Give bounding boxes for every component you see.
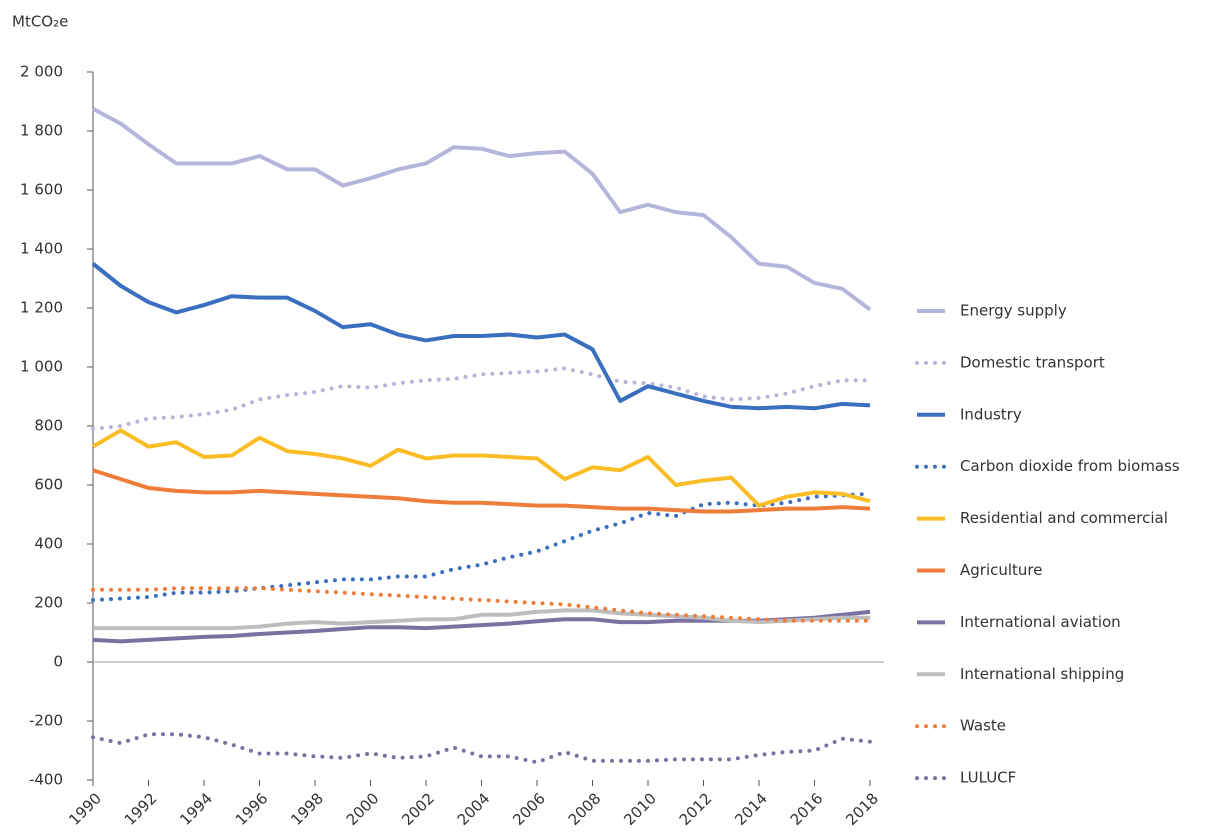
series-line <box>92 107 872 312</box>
series-line <box>93 608 870 631</box>
legend-label: International shipping <box>960 665 1124 683</box>
x-tick-label: 2000 <box>343 789 383 829</box>
series-line <box>91 732 872 765</box>
x-tick-label: 1998 <box>287 789 327 829</box>
y-tick-label: 2 000 <box>20 63 63 81</box>
legend-label: Industry <box>960 405 1022 423</box>
series-line <box>91 586 872 623</box>
legend-label: Waste <box>960 717 1006 735</box>
x-tick-label: 2012 <box>676 789 716 829</box>
series-line <box>91 428 871 508</box>
x-tick-label: 2008 <box>565 789 605 829</box>
y-tick-label: -400 <box>29 771 63 789</box>
legend-label: Residential and commercial <box>960 509 1168 527</box>
x-tick-label: 2016 <box>787 789 827 829</box>
x-tick-label: 1994 <box>176 789 216 829</box>
legend-label: Carbon dioxide from biomass <box>960 457 1180 475</box>
series-line <box>92 468 871 514</box>
y-tick-label: 800 <box>34 417 63 435</box>
x-tick-label: 1992 <box>121 789 161 829</box>
y-tick-label: 1 200 <box>20 299 63 317</box>
legend-label: Energy supply <box>960 302 1067 320</box>
y-tick-label: 1 600 <box>20 181 63 199</box>
x-tick-label: 1996 <box>232 789 272 829</box>
legend-label: International aviation <box>960 613 1121 631</box>
y-tick-label: 200 <box>34 594 63 612</box>
y-tick-label: 400 <box>34 535 63 553</box>
x-tick-label: 2006 <box>509 789 549 829</box>
y-axis-label: MtCO₂e <box>12 13 68 31</box>
y-tick-label: -200 <box>29 712 63 730</box>
series-line <box>91 262 871 411</box>
y-tick-label: 600 <box>34 476 63 494</box>
series-line <box>91 366 872 431</box>
x-tick-label: 1990 <box>65 789 105 829</box>
legend-label: Domestic transport <box>960 353 1105 371</box>
y-tick-label: 1 400 <box>20 240 63 258</box>
x-tick-label: 2004 <box>454 789 494 829</box>
x-tick-label: 2018 <box>842 789 882 829</box>
x-tick-label: 2010 <box>620 789 660 829</box>
legend-label: Agriculture <box>960 561 1043 579</box>
y-tick-label: 1 800 <box>20 122 63 140</box>
legend-label: LULUCF <box>960 769 1016 787</box>
y-tick-label: 0 <box>53 653 63 671</box>
y-tick-label: 1 000 <box>20 358 63 376</box>
x-tick-label: 2002 <box>398 789 438 829</box>
x-tick-label: 2014 <box>731 789 771 829</box>
